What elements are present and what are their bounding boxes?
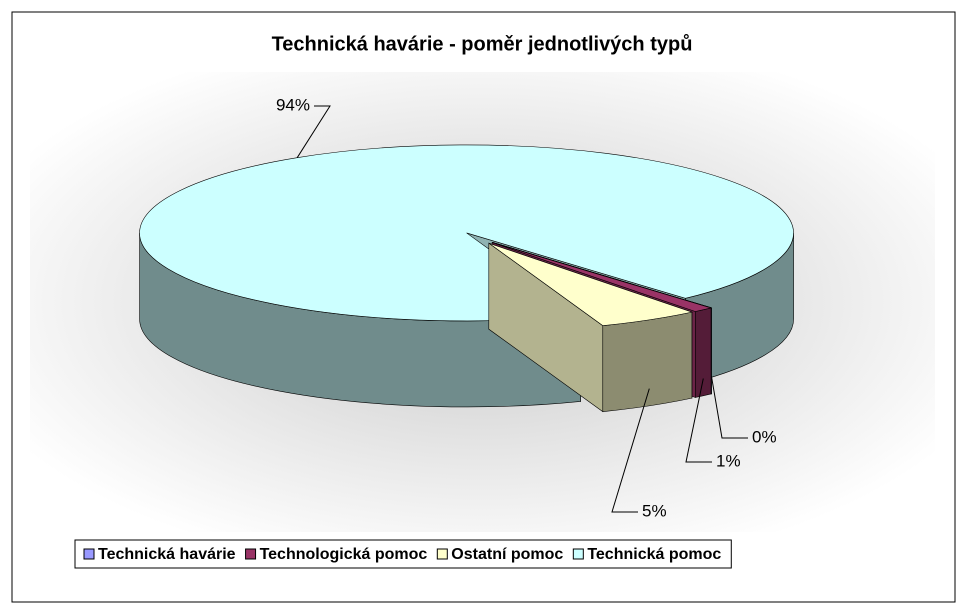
slice — [488, 242, 694, 326]
legend-label: Technická pomoc — [587, 546, 721, 563]
legend-label: Technická havárie — [98, 546, 236, 563]
data-label: 94% — [276, 95, 310, 114]
legend — [74, 539, 732, 569]
leader-line — [685, 378, 712, 463]
leader-line — [711, 376, 748, 439]
legend-swatch — [436, 548, 448, 560]
legend-label: Ostatní pomoc — [451, 546, 563, 563]
legend-swatch — [245, 548, 257, 560]
chart-title: Technická havárie - poměr jednotlivých t… — [272, 33, 693, 55]
legend-swatch — [572, 548, 584, 560]
data-label: 5% — [642, 501, 667, 520]
legend-label: Technologická pomoc — [260, 546, 428, 563]
slice-wall — [695, 307, 712, 398]
leader-line — [611, 388, 650, 513]
slice — [492, 242, 713, 312]
pie — [139, 144, 794, 413]
legend-swatch — [83, 548, 95, 560]
leader-line — [296, 105, 331, 158]
data-label: 1% — [716, 451, 741, 470]
data-label: 0% — [752, 427, 777, 446]
slice — [139, 144, 794, 322]
